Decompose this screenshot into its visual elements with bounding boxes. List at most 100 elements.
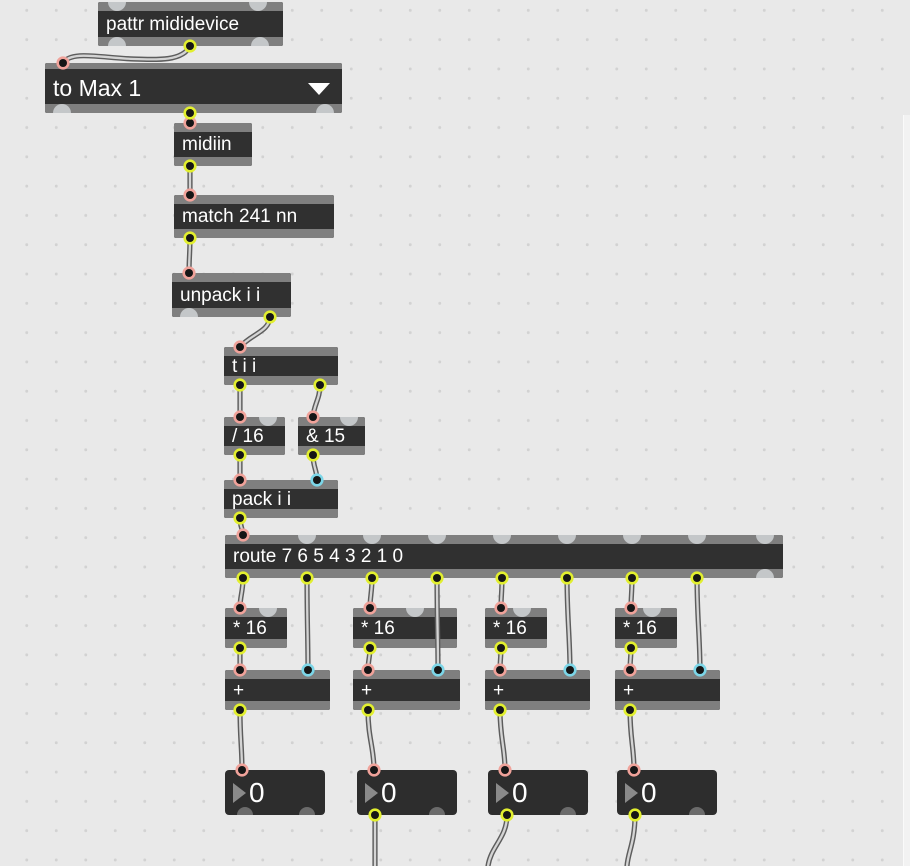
inlet-port-hot[interactable] <box>370 766 378 774</box>
outlet-port[interactable] <box>236 644 244 652</box>
patch-cord[interactable] <box>366 708 376 772</box>
number-drag-triangle-icon[interactable] <box>625 782 638 803</box>
unused-inlet[interactable] <box>643 608 661 617</box>
patch-cord[interactable] <box>625 813 637 866</box>
patch-cord[interactable] <box>486 813 509 866</box>
object-box-mul1[interactable]: * 16 <box>225 608 287 648</box>
inlet-port-hot[interactable] <box>236 476 244 484</box>
number-box-4[interactable]: 0 <box>617 770 717 815</box>
inlet-port-hot[interactable] <box>501 766 509 774</box>
object-box-pack[interactable]: pack i i <box>224 480 338 518</box>
patch-cord[interactable] <box>60 43 193 66</box>
outlet-port[interactable] <box>303 574 311 582</box>
inlet-port-hot[interactable] <box>236 604 244 612</box>
inlet-port-cold[interactable] <box>304 666 312 674</box>
unused-inlet[interactable] <box>558 535 576 544</box>
inlet-port-cold[interactable] <box>566 666 574 674</box>
outlet-port[interactable] <box>236 706 244 714</box>
outlet-port[interactable] <box>563 574 571 582</box>
number-value[interactable]: 0 <box>512 776 528 808</box>
inlet-port-hot[interactable] <box>236 413 244 421</box>
outlet-port[interactable] <box>366 644 374 652</box>
unused-outlet[interactable] <box>251 37 269 46</box>
number-value[interactable]: 0 <box>249 776 265 808</box>
object-box-mul3[interactable]: * 16 <box>485 608 547 648</box>
unused-inlet[interactable] <box>688 535 706 544</box>
unused-inlet[interactable] <box>756 535 774 544</box>
inlet-port-hot[interactable] <box>366 604 374 612</box>
patch-cord[interactable] <box>435 576 440 672</box>
patch-cord[interactable] <box>565 576 572 672</box>
inlet-port-hot[interactable] <box>630 766 638 774</box>
unused-inlet[interactable] <box>108 2 126 11</box>
unused-inlet[interactable] <box>623 535 641 544</box>
unused-outlet[interactable] <box>53 104 71 113</box>
outlet-port[interactable] <box>364 706 372 714</box>
object-box-and15[interactable]: & 15 <box>298 417 365 455</box>
unused-outlet[interactable] <box>560 807 576 815</box>
patch-cord[interactable] <box>628 708 636 772</box>
object-box-unpack[interactable]: unpack i i <box>172 273 291 317</box>
outlet-port[interactable] <box>628 574 636 582</box>
inlet-port-hot[interactable] <box>236 343 244 351</box>
unused-outlet[interactable] <box>180 308 198 317</box>
unused-outlet[interactable] <box>299 807 315 815</box>
unused-outlet[interactable] <box>689 807 705 815</box>
unused-outlet[interactable] <box>316 104 334 113</box>
outlet-port[interactable] <box>239 574 247 582</box>
unused-inlet[interactable] <box>513 608 531 617</box>
patch-cord[interactable] <box>238 315 272 349</box>
number-value[interactable]: 0 <box>381 776 397 808</box>
unused-inlet[interactable] <box>428 535 446 544</box>
number-value[interactable]: 0 <box>641 776 657 808</box>
inlet-port-hot[interactable] <box>497 604 505 612</box>
patch-cord[interactable] <box>498 708 507 772</box>
unused-inlet[interactable] <box>298 535 316 544</box>
outlet-port[interactable] <box>309 451 317 459</box>
unused-outlet[interactable] <box>237 807 253 815</box>
inlet-port-hot[interactable] <box>627 604 635 612</box>
object-box-mul4[interactable]: * 16 <box>615 608 677 648</box>
outlet-port[interactable] <box>627 644 635 652</box>
outlet-port[interactable] <box>371 811 379 819</box>
inlet-port-cold[interactable] <box>696 666 704 674</box>
outlet-port[interactable] <box>186 162 194 170</box>
dropdown-arrow-icon[interactable] <box>308 83 330 95</box>
object-box-trigger[interactable]: t i i <box>224 347 338 385</box>
object-box-add1[interactable]: + <box>225 670 330 710</box>
number-box-1[interactable]: 0 <box>225 770 325 815</box>
outlet-port[interactable] <box>693 574 701 582</box>
outlet-port[interactable] <box>497 644 505 652</box>
inlet-port-hot[interactable] <box>236 666 244 674</box>
inlet-port-hot[interactable] <box>186 119 194 127</box>
number-box-3[interactable]: 0 <box>488 770 588 815</box>
unused-inlet[interactable] <box>249 2 267 11</box>
outlet-port[interactable] <box>266 313 274 321</box>
outlet-port[interactable] <box>236 381 244 389</box>
unused-inlet[interactable] <box>363 535 381 544</box>
inlet-port-hot[interactable] <box>364 666 372 674</box>
outlet-port[interactable] <box>186 109 194 117</box>
object-box-add2[interactable]: + <box>353 670 460 710</box>
inlet-port-hot[interactable] <box>239 531 247 539</box>
object-box-pattr[interactable]: pattr mididevice <box>98 2 283 46</box>
object-box-mul2[interactable]: * 16 <box>353 608 457 648</box>
outlet-port[interactable] <box>498 574 506 582</box>
unused-outlet[interactable] <box>108 37 126 46</box>
number-drag-triangle-icon[interactable] <box>365 782 378 803</box>
object-box-midiin[interactable]: midiin <box>174 123 252 166</box>
patch-cord[interactable] <box>238 708 244 772</box>
inlet-port-hot[interactable] <box>186 191 194 199</box>
inlet-port-hot[interactable] <box>626 666 634 674</box>
number-drag-triangle-icon[interactable] <box>496 782 509 803</box>
midi-device-dropdown[interactable]: to Max 1 <box>45 63 342 113</box>
number-box-2[interactable]: 0 <box>357 770 457 815</box>
outlet-port[interactable] <box>433 574 441 582</box>
outlet-port[interactable] <box>503 811 511 819</box>
patch-cord[interactable] <box>305 576 310 672</box>
unused-outlet[interactable] <box>756 569 774 578</box>
outlet-port[interactable] <box>631 811 639 819</box>
object-box-div16[interactable]: / 16 <box>224 417 285 455</box>
outlet-port[interactable] <box>496 706 504 714</box>
